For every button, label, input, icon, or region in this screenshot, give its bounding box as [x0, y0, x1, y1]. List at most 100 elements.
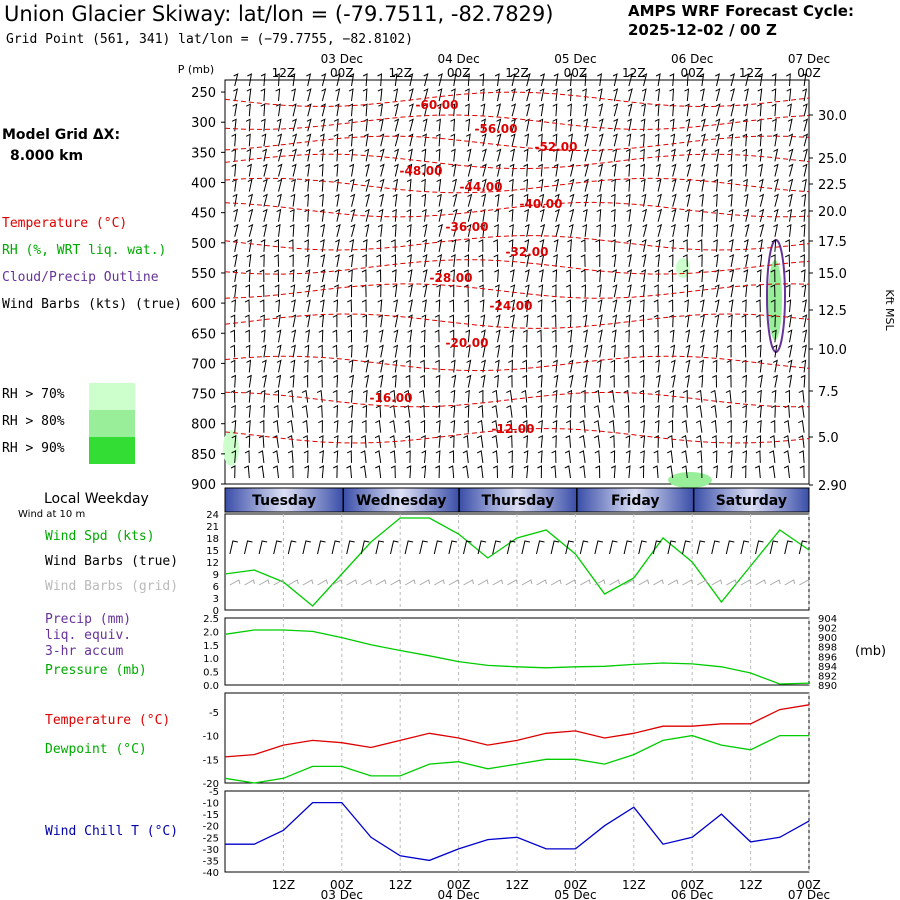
top-time-tick-label: 12Z [388, 66, 412, 80]
wind-barb [639, 359, 645, 373]
wind-barb [653, 314, 659, 328]
wind-barb [715, 133, 721, 147]
wind-barb [318, 419, 323, 433]
wind-barb [801, 359, 807, 373]
wind-barb [244, 450, 250, 463]
wind-barb [537, 389, 542, 403]
wind-barb [773, 208, 779, 222]
wind-barb [627, 118, 632, 132]
wind-barb [798, 419, 805, 433]
wind-barb [262, 193, 268, 207]
wind-barb [624, 344, 630, 358]
wind-barb [245, 419, 251, 433]
pressure-right-tick-label: 900 [818, 633, 837, 644]
bottom-date-label: 07 Dec [788, 888, 830, 900]
wind-barb [741, 344, 747, 358]
wind-barb [788, 148, 794, 162]
wind-barb [511, 103, 517, 117]
rh-70-label: RH > 70% [2, 387, 65, 402]
surface-wind-barb [375, 540, 384, 555]
wind-barb [259, 419, 265, 433]
surface-grid-wind-barb [477, 579, 489, 586]
wind-barb [567, 103, 572, 117]
wind-barb [257, 465, 265, 479]
wind-barb [525, 73, 531, 87]
surface-wind-barb [229, 540, 238, 555]
wind-barb [347, 434, 353, 448]
wind-barb [478, 254, 484, 267]
wind-barb [772, 133, 778, 147]
wind-barb [597, 284, 602, 298]
wind-barb [669, 329, 675, 343]
wind-barb [274, 239, 279, 252]
wind-barb [538, 434, 543, 448]
wind-barb [303, 359, 309, 373]
wind-barb [508, 193, 514, 207]
precip-liq-label: liq. equiv. [45, 628, 132, 643]
pressure-right-tick-label: 904 [818, 614, 837, 625]
surface-wind-barb [506, 540, 516, 555]
wind-barb [696, 435, 703, 448]
local-weekday-label: Local Weekday [44, 491, 149, 507]
wind-barb [742, 118, 748, 132]
isotherm-line [224, 201, 810, 218]
wind-barb [374, 450, 382, 463]
top-time-tick-label: 12Z [272, 66, 296, 80]
wind-barb [480, 103, 486, 117]
isotherm-line [224, 428, 810, 444]
wind-barb [581, 299, 587, 313]
wind-barb [262, 178, 268, 192]
cycle-line-1: AMPS WRF Forecast Cycle: [628, 2, 854, 20]
wind-barb [333, 404, 339, 418]
wind-barb [522, 419, 528, 433]
wind-barb [639, 404, 645, 418]
wind-barb [552, 269, 558, 283]
wind-barb [594, 450, 601, 463]
wind-barb [713, 193, 718, 207]
wind-barb [404, 419, 411, 433]
rh-shade [668, 472, 712, 488]
wind-barb [450, 254, 456, 267]
wind-barb [625, 193, 631, 207]
wind-barb [481, 344, 486, 358]
wind-barb [624, 374, 630, 388]
wind-barb [582, 208, 588, 222]
wind-barb [508, 178, 514, 192]
wind-barb [787, 103, 792, 117]
wind-barb [713, 163, 719, 177]
surface-grid-wind-barb [536, 579, 547, 586]
wind-barb [553, 239, 559, 252]
wind-barb [771, 314, 776, 328]
wind-barb [274, 389, 279, 403]
wind-barb [712, 359, 718, 373]
pressure-tick-label: 800 [191, 418, 216, 433]
wind-barb [653, 450, 659, 463]
wind-barb [245, 329, 250, 343]
wind-barb [276, 208, 282, 222]
model-grid-value: 8.000 km [10, 148, 84, 164]
wind-barb [496, 133, 502, 147]
wind-barb [423, 103, 429, 117]
wind-barb [231, 299, 236, 313]
wind-barb [758, 374, 763, 388]
wind-barb [379, 133, 385, 147]
height-tick-label: 12.5 [818, 304, 847, 319]
wind-barb [552, 434, 557, 448]
wind-barb [406, 193, 412, 207]
wind-barb [759, 193, 765, 207]
wind-barb [580, 239, 586, 252]
wind-barb [772, 344, 778, 358]
wind-barb [552, 118, 558, 132]
wind-barb [713, 329, 719, 343]
surface-grid-wind-barb [419, 579, 431, 586]
surface-grid-wind-barb [258, 579, 270, 586]
wind-barb [394, 133, 400, 147]
wind-barb [335, 208, 341, 222]
wind-barb [434, 314, 440, 328]
wind-barb [393, 329, 399, 343]
isotherm-label: -60.00 [416, 98, 459, 112]
wind-barb [671, 193, 677, 207]
wind-barb [361, 269, 367, 283]
wind-barb [787, 344, 793, 358]
wind-barb [727, 193, 733, 207]
